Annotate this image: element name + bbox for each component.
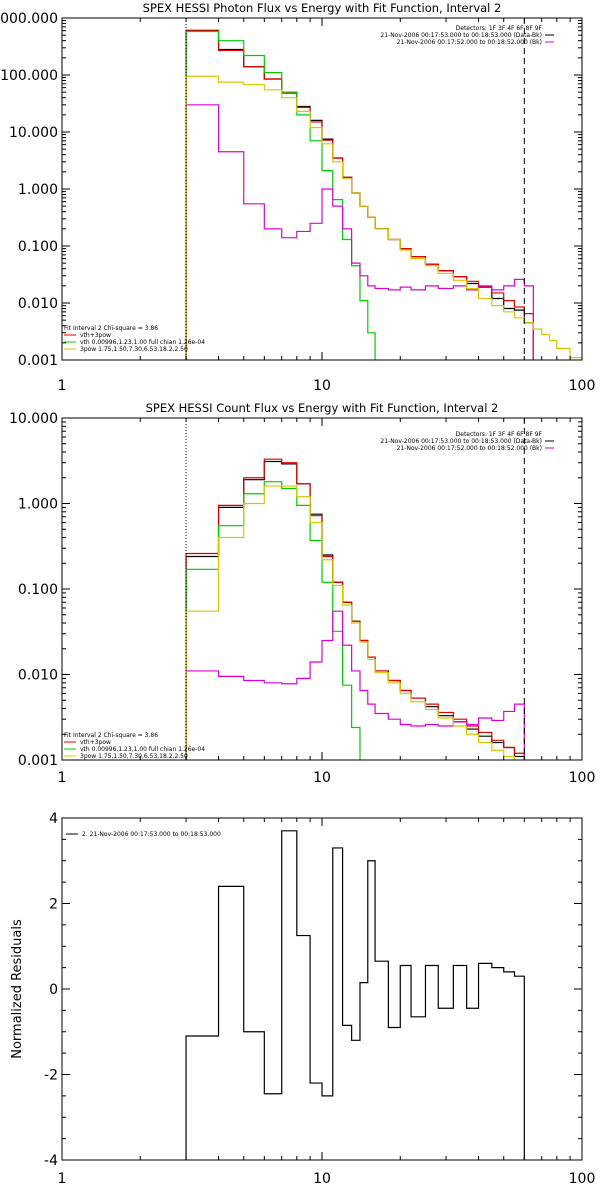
y-tick-label: 0 <box>49 982 58 998</box>
series-yellow <box>185 485 525 760</box>
header-line: 21-Nov-2006 00:17:53.000 to 00:18:53.000… <box>380 438 542 445</box>
y-tick-label: 1.000 <box>18 182 58 198</box>
legend-label: vth+3pow <box>80 332 111 339</box>
legend-label: vth 0.00996,1.23,1.00 full chian 1.26e-0… <box>80 339 205 346</box>
header-line: 21-Nov-2006 00:17:52.000 to 00:18:52.000… <box>397 445 542 452</box>
y-tick-label: 0.001 <box>18 353 58 369</box>
x-tick-label: 100 <box>569 1171 596 1187</box>
y-tick-label: 10.000 <box>9 125 58 141</box>
y-axis-label: Normalized Residuals <box>10 919 25 1059</box>
plot-frame <box>61 417 583 761</box>
series-group <box>185 458 525 760</box>
y-tick-label: 0.010 <box>18 296 58 312</box>
chart-resid: Normalized Residuals 1 10 100 -4 -2 0 2 4 2. 21-N… <box>10 811 595 1187</box>
chart-photon: SPEX HESSI Photon Flux vs Energy with Fi… <box>0 1 595 394</box>
header-line: 21-Nov-2006 00:17:52.000 to 00:18:52.000… <box>397 39 542 46</box>
plot-frame <box>61 817 583 1161</box>
legend-label: vth+3pow <box>80 739 111 746</box>
header-line: Detectors: 1F 3F 4F 6F 8F 9F <box>456 431 543 438</box>
x-tick-label: 1 <box>58 378 67 394</box>
chart-title: SPEX HESSI Count Flux vs Energy with Fit… <box>146 401 499 415</box>
y-tick-label: 0.010 <box>18 668 58 684</box>
y-tick-label: 0.100 <box>18 582 58 598</box>
series-group <box>185 29 582 360</box>
y-tick-label: 100.000 <box>0 68 58 84</box>
series-black <box>185 460 525 760</box>
legend-label: Fit Interval 2 Chi-square = 3.86 <box>64 325 158 332</box>
legend-label: vth 0.00996,1.23,1.00 full chian 1.26e-0… <box>80 746 205 753</box>
legend-label: 3pow 1.75,1.50,7.30,6.53,18.2,2.50 <box>80 753 188 760</box>
x-tick-label: 10 <box>313 1171 331 1187</box>
y-tick-label: 2 <box>49 897 58 913</box>
x-tick-label: 100 <box>569 378 596 394</box>
legend-label: Fit Interval 2 Chi-square = 3.86 <box>64 732 158 739</box>
series-group <box>185 830 525 1160</box>
x-tick-label: 1 <box>58 770 67 786</box>
y-tick-label: 0.001 <box>18 753 58 769</box>
chart-count: SPEX HESSI Count Flux vs Energy with Fit… <box>9 401 596 786</box>
x-tick-label: 10 <box>313 378 331 394</box>
series-green <box>185 30 389 360</box>
x-tick-label: 100 <box>569 770 596 786</box>
series-magenta <box>185 104 534 360</box>
x-tick-label: 10 <box>313 770 331 786</box>
chart-title: SPEX HESSI Photon Flux vs Energy with Fi… <box>143 1 502 15</box>
header-line: Detectors: 1F 3F 4F 6F 8F 9F <box>456 25 543 32</box>
y-tick-label: -4 <box>44 1153 58 1169</box>
y-tick-label: 1.000 <box>18 497 58 513</box>
series-red <box>185 458 525 760</box>
y-tick-label: 4 <box>49 811 58 827</box>
x-tick-label: 1 <box>58 1171 67 1187</box>
series-black <box>185 830 525 1160</box>
legend-label: 2. 21-Nov-2006 00:17:53.000 to 00:18:53.… <box>82 831 221 838</box>
y-tick-label: -2 <box>44 1068 58 1084</box>
y-tick-label: 10.000 <box>9 411 58 427</box>
y-tick-label: 0.100 <box>18 239 58 255</box>
legend-label: 3pow 1.75,1.50,7.30,6.53,18.2,2.50 <box>80 346 188 353</box>
series-green <box>185 481 376 760</box>
series-yellow <box>185 75 582 360</box>
series-magenta <box>185 610 525 760</box>
header-line: 21-Nov-2006 00:17:53.000 to 00:18:53.000… <box>380 32 542 39</box>
